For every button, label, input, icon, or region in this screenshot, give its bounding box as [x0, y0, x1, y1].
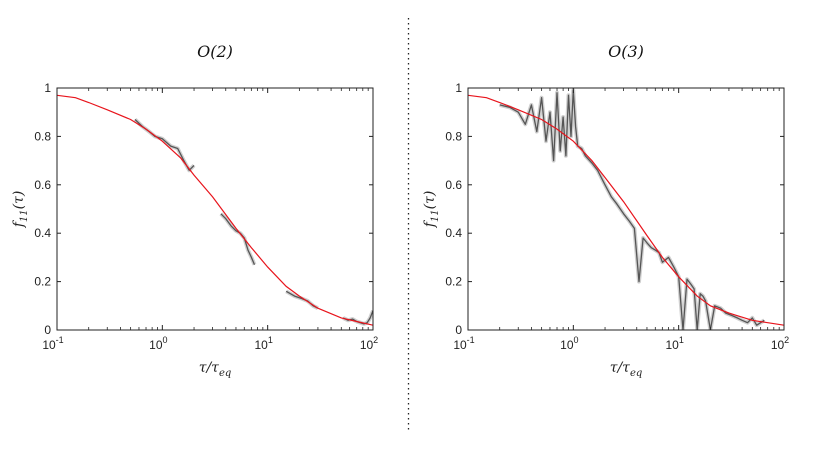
- x-axis-label-sub: eq: [219, 368, 231, 379]
- x-tick-label: 101: [254, 335, 272, 352]
- x-axis-label-main: τ/τ: [199, 360, 219, 376]
- y-tick-label: 0.6: [445, 178, 462, 192]
- y-tick-label: 1: [455, 81, 462, 95]
- fit-curve: [57, 94, 373, 326]
- x-tick-label: 102: [360, 335, 378, 352]
- x-tick-base: 10: [771, 338, 785, 352]
- x-tick-base: 10: [453, 338, 467, 352]
- y-tick-label: 0.2: [34, 275, 51, 289]
- x-axis-label-sub: eq: [630, 368, 642, 379]
- x-tick-base: 10: [149, 338, 163, 352]
- y-axis-label-f: f: [422, 219, 438, 228]
- y-tick-label: 0.4: [445, 226, 462, 240]
- y-axis-label-sub: 11: [19, 209, 30, 222]
- x-tick-base: 10: [360, 338, 374, 352]
- y-tick-label: 0: [44, 323, 51, 337]
- x-tick-label: 100: [149, 335, 167, 352]
- data-band-0: [499, 88, 766, 330]
- axes-frame: [467, 87, 785, 331]
- x-tick-label: 10-1: [453, 335, 474, 352]
- x-tick-exp: 2: [784, 335, 789, 345]
- x-tick-label: 10-1: [42, 335, 63, 352]
- x-tick-exp: 2: [373, 335, 378, 345]
- x-axis-label-main: τ/τ: [610, 360, 630, 376]
- x-tick-base: 10: [560, 338, 574, 352]
- chart-title: O(2): [197, 42, 233, 61]
- data-trace-0: [499, 89, 765, 330]
- y-axis-label-arg: (τ): [422, 191, 438, 210]
- x-tick-exp: -1: [56, 335, 64, 345]
- x-tick-label: 102: [771, 335, 789, 352]
- data-band-1: [219, 212, 257, 266]
- y-tick-label: 0.2: [445, 275, 462, 289]
- x-tick-base: 10: [254, 338, 268, 352]
- y-axis-label-arg: (τ): [11, 191, 27, 210]
- plot-area: [468, 88, 784, 330]
- axes-frame: [56, 87, 374, 331]
- x-axis-label: τ/τeq: [199, 360, 232, 379]
- x-tick-exp: 1: [268, 335, 273, 345]
- y-axis-label-sub: 11: [430, 209, 441, 222]
- chart-title: O(3): [608, 42, 644, 61]
- y-tick-label: 0.8: [445, 129, 462, 143]
- x-tick-base: 10: [665, 338, 679, 352]
- plot-area: [57, 94, 373, 326]
- x-tick-label: 100: [560, 335, 578, 352]
- x-tick-label: 101: [665, 335, 683, 352]
- y-axis-label: f11(τ): [422, 191, 441, 229]
- x-tick-exp: 0: [163, 335, 168, 345]
- y-tick-label: 1: [44, 81, 51, 95]
- x-tick-exp: -1: [467, 335, 475, 345]
- y-tick-label: 0.6: [34, 178, 51, 192]
- y-tick-label: 0.4: [34, 226, 51, 240]
- x-axis-label: τ/τeq: [610, 360, 643, 379]
- y-tick-label: 0.8: [34, 129, 51, 143]
- y-axis-label: f11(τ): [11, 191, 30, 229]
- x-tick-exp: 1: [679, 335, 684, 345]
- y-axis-label-f: f: [11, 219, 27, 228]
- x-tick-base: 10: [42, 338, 56, 352]
- fit-curve: [468, 94, 784, 326]
- y-tick-label: 0: [455, 323, 462, 337]
- x-tick-exp: 0: [574, 335, 579, 345]
